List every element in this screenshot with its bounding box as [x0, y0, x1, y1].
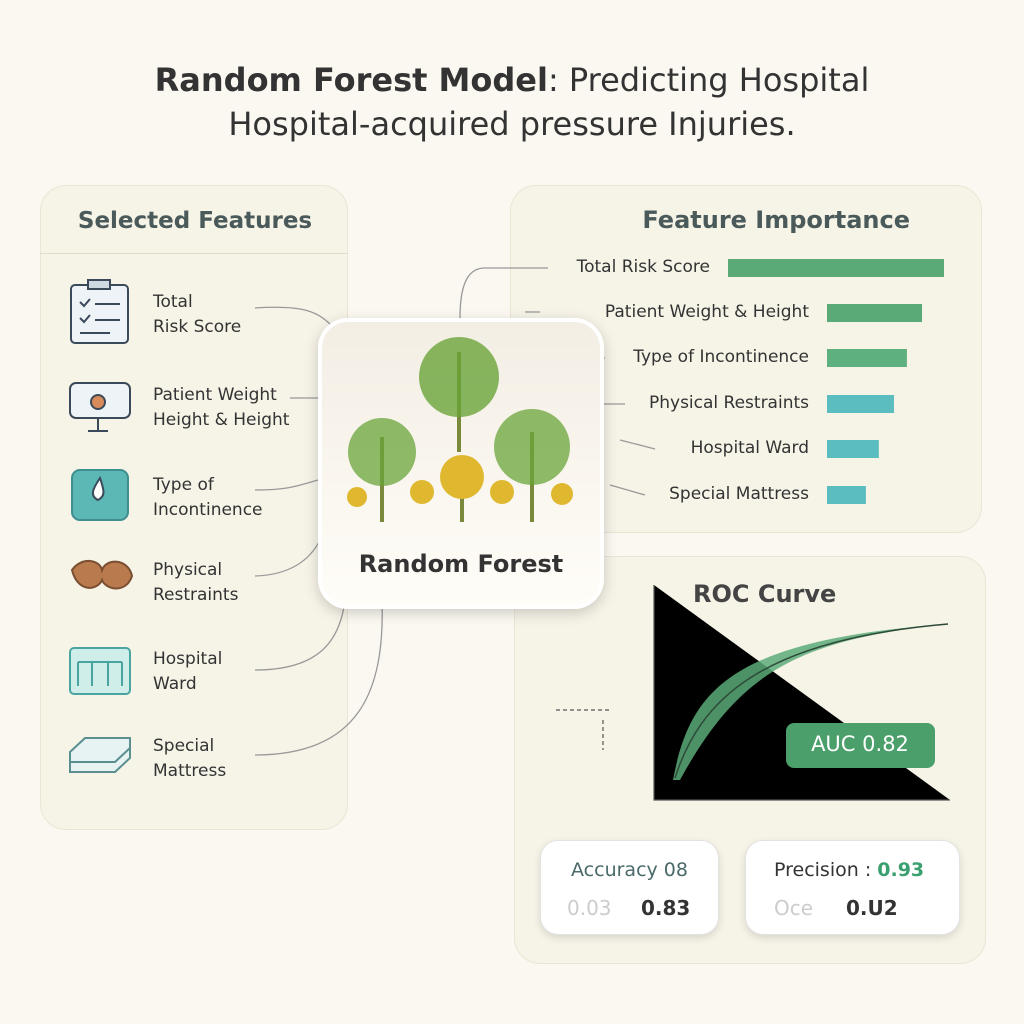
- importance-label: Special Mattress: [669, 484, 809, 504]
- feature-item: Special Mattress: [153, 734, 226, 784]
- roc-curve: [674, 623, 949, 779]
- auc-value: 0.82: [862, 732, 909, 756]
- importance-bar: [728, 259, 944, 277]
- feature-item: Type of Incontinence: [153, 473, 263, 523]
- auc-label: AUC: [811, 732, 856, 756]
- feature-line: Physical: [153, 560, 223, 580]
- feature-item: Hospital Ward: [153, 647, 222, 697]
- roc-band: [673, 624, 948, 780]
- feature-line: Ward: [153, 674, 197, 694]
- feature-line: Incontinence: [153, 500, 263, 520]
- icons: [69, 279, 134, 773]
- importance-bar: [827, 304, 923, 322]
- feature-line: Hospital: [153, 649, 223, 669]
- feature-item: Patient Weight Height & Height: [153, 383, 289, 433]
- importance-bar: [827, 440, 879, 458]
- importance-bar: [827, 349, 907, 367]
- feature-line: Restraints: [153, 585, 239, 605]
- feature-line: Height & Height: [153, 410, 290, 430]
- importance-label: Total Risk Score: [576, 257, 710, 277]
- auc: AUC 0.82: [800, 732, 920, 756]
- trees: [347, 337, 573, 522]
- title-rest: : Predicting Hospital: [547, 61, 870, 99]
- metric-faded: 0.03: [567, 896, 612, 920]
- importance-label: Type of Incontinence: [633, 347, 809, 367]
- importance-heading: Feature Importance: [642, 206, 910, 234]
- metric-highlight: 0.93: [877, 859, 925, 881]
- title-line2: Hospital-acquired pressure Injuries.: [228, 105, 796, 143]
- metric-label: Accuracy 08: [571, 859, 688, 881]
- metric-label: Precision :: [774, 859, 872, 881]
- feature-line: Type of: [153, 475, 214, 495]
- center-card: Random Forest: [318, 318, 604, 609]
- feature-line: Patient Weight: [153, 385, 277, 405]
- importance-label: Patient Weight & Height: [604, 302, 809, 322]
- title: Random Forest Model: Predicting Hospital…: [0, 58, 1024, 146]
- feature-line: Total: [153, 292, 193, 312]
- feature-line: Mattress: [153, 761, 227, 781]
- title-bold: Random Forest Model: [154, 61, 548, 99]
- precision-card: Precision : 0.93 Oce 0.U2: [745, 840, 960, 935]
- metric-faded: Oce: [774, 896, 814, 920]
- feature-line: Special: [153, 736, 215, 756]
- importance-label: Hospital Ward: [690, 438, 809, 458]
- accuracy-card: Accuracy 08 0.03 0.83: [540, 840, 719, 935]
- auc-badge: [786, 723, 935, 768]
- importance-bar: [827, 486, 866, 504]
- divider: [40, 253, 348, 254]
- metric-value: 0.83: [641, 896, 691, 920]
- center-label: Random Forest: [358, 550, 564, 578]
- importance-label: Physical Restraints: [648, 393, 809, 413]
- feature-item: Physical Restraints: [153, 558, 238, 608]
- feature-line: Risk Score: [153, 317, 242, 337]
- features-heading: Selected Features: [77, 208, 313, 234]
- metric-value: 0.U2: [846, 896, 898, 920]
- roc-heading: ROC Curve: [693, 580, 837, 608]
- importance-bar: [827, 395, 894, 413]
- feature-item: Total Risk Score: [153, 290, 241, 340]
